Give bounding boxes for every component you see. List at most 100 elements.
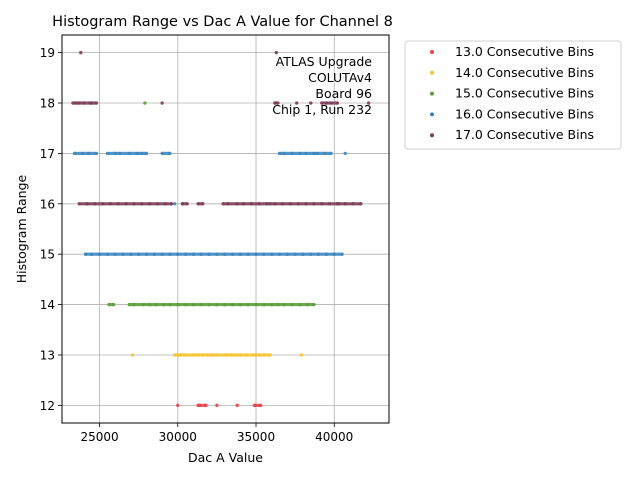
- data-point: [259, 403, 263, 408]
- data-point: [277, 151, 282, 156]
- data-point: [135, 151, 139, 156]
- data-point: [359, 202, 363, 206]
- data-point: [71, 101, 75, 105]
- y-tick-label: 12: [40, 399, 55, 413]
- data-point: [262, 252, 266, 256]
- data-point: [136, 252, 141, 256]
- data-point: [304, 202, 308, 206]
- data-point: [204, 403, 208, 408]
- legend-marker: [430, 133, 434, 138]
- data-point: [86, 151, 91, 156]
- y-tick-label: 18: [40, 97, 55, 111]
- data-point: [79, 50, 83, 55]
- data-point: [82, 101, 86, 105]
- data-point: [196, 353, 200, 357]
- data-point: [290, 151, 294, 156]
- data-point: [118, 151, 122, 156]
- annotation-line: Chip 1, Run 232: [272, 102, 372, 117]
- data-point: [320, 202, 324, 206]
- data-point: [238, 302, 243, 307]
- data-point: [183, 252, 188, 256]
- y-tick-label: 13: [40, 348, 55, 362]
- data-point: [215, 353, 219, 357]
- data-point: [100, 202, 105, 206]
- data-point: [215, 302, 219, 307]
- data-point: [196, 202, 200, 206]
- legend-marker: [430, 70, 434, 75]
- data-point: [298, 151, 302, 156]
- data-point: [252, 403, 257, 408]
- data-point: [107, 302, 111, 307]
- data-point: [230, 302, 235, 307]
- data-point: [309, 101, 313, 105]
- data-point: [304, 151, 308, 156]
- data-point: [215, 403, 219, 408]
- data-point: [90, 101, 94, 105]
- data-point: [94, 151, 99, 156]
- data-point: [199, 302, 203, 307]
- series-2-points: [107, 101, 316, 307]
- data-point: [235, 403, 239, 408]
- data-point: [201, 353, 205, 357]
- data-point: [180, 202, 185, 206]
- data-point: [268, 353, 272, 357]
- data-point: [316, 252, 321, 256]
- annotation-line: Board 96: [315, 86, 372, 101]
- data-point: [280, 202, 285, 206]
- data-point: [315, 151, 319, 156]
- legend-frame: [404, 40, 622, 150]
- data-point: [282, 302, 286, 307]
- data-point: [124, 202, 128, 206]
- data-point: [74, 101, 78, 105]
- data-point: [176, 353, 180, 357]
- data-point: [265, 202, 269, 206]
- data-point: [269, 252, 274, 256]
- data-point: [77, 101, 81, 105]
- data-point: [329, 151, 333, 156]
- data-point: [276, 101, 280, 105]
- data-point: [235, 202, 239, 206]
- data-point: [246, 252, 250, 256]
- data-point: [132, 202, 136, 206]
- data-point: [199, 252, 203, 256]
- data-point: [94, 101, 99, 105]
- x-axis-label: Dac A Value: [188, 450, 263, 465]
- data-point: [229, 353, 233, 357]
- y-axis-label: Histogram Range: [14, 174, 29, 283]
- data-point: [312, 302, 316, 307]
- data-point: [340, 252, 344, 256]
- data-point: [191, 353, 196, 357]
- legend-marker: [430, 50, 434, 54]
- data-point: [274, 50, 279, 55]
- data-point: [254, 302, 258, 307]
- data-point: [111, 302, 116, 307]
- data-point: [233, 353, 238, 357]
- data-point: [183, 302, 188, 307]
- data-point: [130, 353, 135, 357]
- data-point: [154, 302, 158, 307]
- data-point: [215, 252, 219, 256]
- data-point: [335, 101, 340, 105]
- data-point: [127, 151, 131, 156]
- data-point: [183, 353, 188, 357]
- data-point: [147, 302, 152, 307]
- legend-marker: [430, 112, 434, 117]
- y-tick-label: 16: [40, 197, 55, 211]
- data-point: [144, 151, 149, 156]
- data-point: [108, 202, 113, 206]
- data-point: [249, 202, 254, 206]
- data-point: [226, 202, 230, 206]
- data-point: [80, 151, 85, 156]
- data-point: [343, 151, 347, 156]
- legend: 13.0 Consecutive Bins 14.0 Consecutive Bi…: [404, 40, 622, 150]
- data-point: [238, 252, 243, 256]
- data-point: [85, 202, 89, 206]
- data-point: [176, 302, 180, 307]
- series-1-points: [130, 353, 304, 357]
- data-point: [312, 151, 316, 156]
- data-point: [244, 353, 249, 357]
- data-point: [269, 302, 274, 307]
